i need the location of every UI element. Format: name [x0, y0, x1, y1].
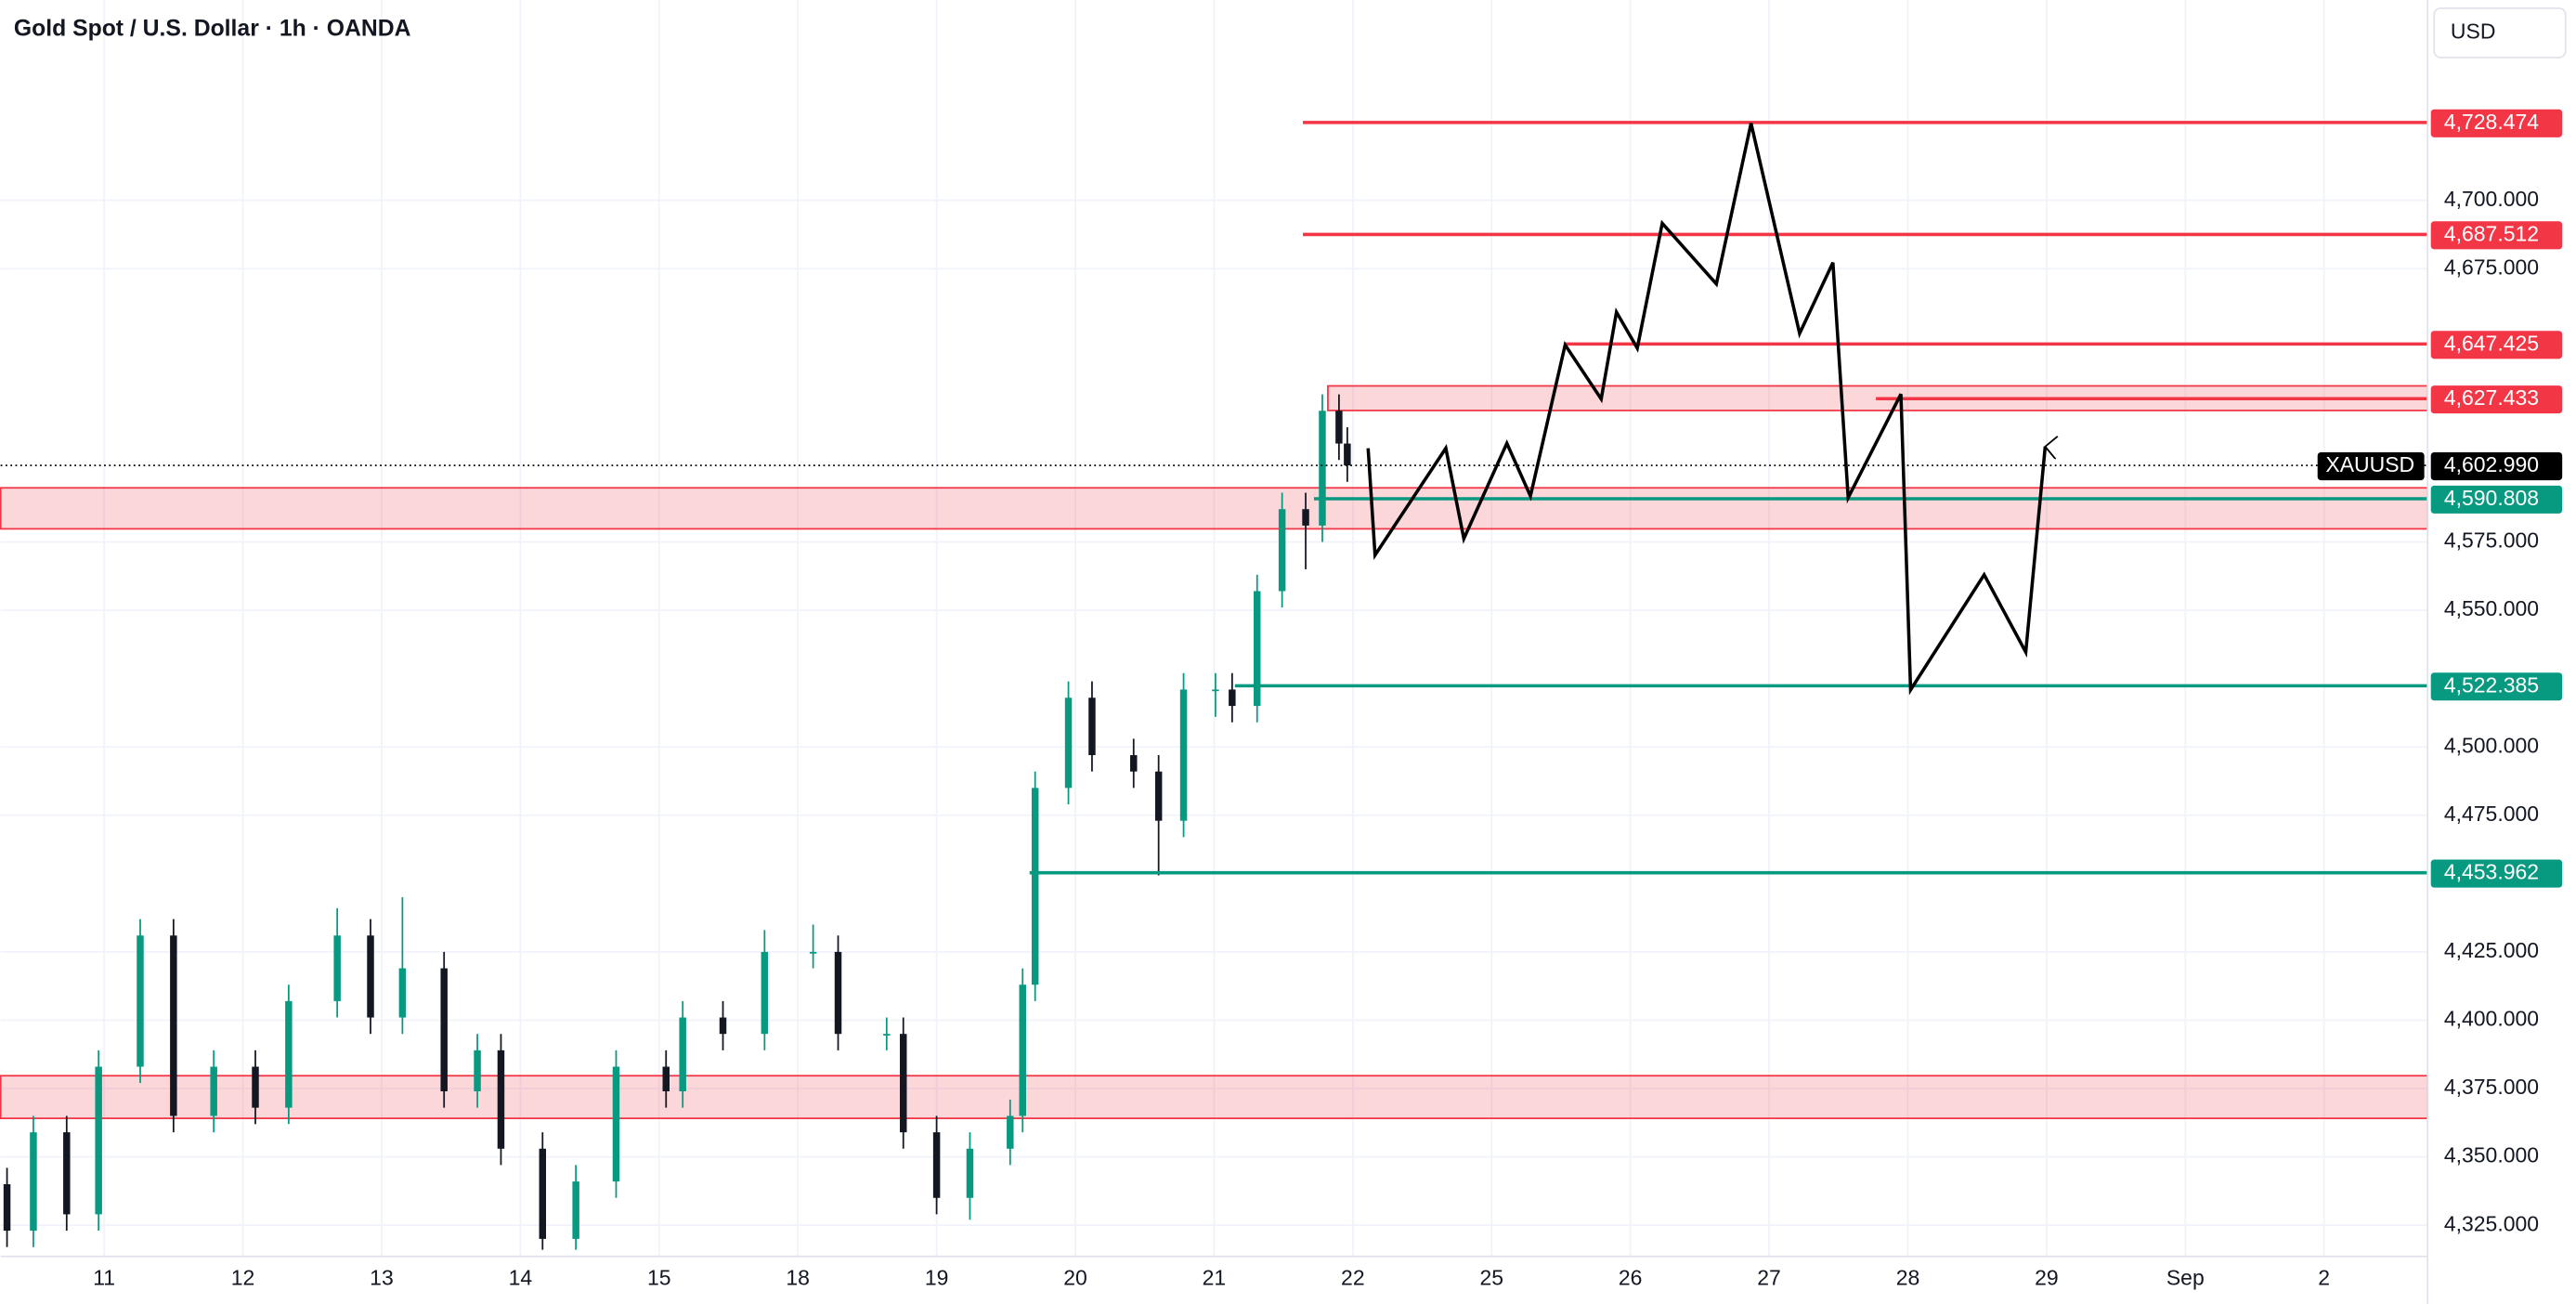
candle-body [63, 1132, 71, 1215]
currency-button[interactable] [2433, 7, 2567, 59]
currency-label[interactable]: USD [2451, 19, 2496, 43]
x-tick-label: 18 [786, 1266, 810, 1290]
candle-body [252, 1066, 259, 1108]
x-tick-label: 29 [2035, 1266, 2059, 1290]
candle-body [1278, 509, 1286, 592]
candle-body [1154, 771, 1163, 821]
level-label: 4,522.385 [2444, 672, 2539, 697]
y-tick-label: 4,375.000 [2444, 1075, 2539, 1099]
candle-body [966, 1148, 974, 1198]
y-tick-label: 4,475.000 [2444, 802, 2539, 826]
level-label: 4,590.808 [2444, 486, 2539, 510]
x-tick-label: 14 [509, 1266, 533, 1290]
y-tick-label: 4,500.000 [2444, 733, 2539, 757]
candle-body [612, 1066, 620, 1182]
zone [0, 487, 2429, 530]
candle-body [1088, 698, 1096, 756]
candle-body [137, 935, 144, 1067]
x-tick-label: 22 [1341, 1266, 1365, 1290]
y-tick-label: 4,400.000 [2444, 1007, 2539, 1031]
symbol-label: XAUUSD [2325, 452, 2414, 476]
candle-body [1302, 509, 1309, 526]
y-tick-label: 4,700.000 [2444, 187, 2539, 211]
x-tick-label: 28 [1896, 1266, 1920, 1290]
x-tick-label: 19 [925, 1266, 949, 1290]
level-label: 4,453.962 [2444, 860, 2539, 884]
candle-body [367, 935, 374, 1018]
candle-body [1179, 689, 1188, 821]
last-price-label: 4,602.990 [2444, 452, 2539, 476]
zone [0, 1075, 2429, 1120]
candle-body [1344, 443, 1351, 466]
candle-body [679, 1017, 686, 1091]
candle-body [474, 1050, 481, 1091]
symbol-tag [2317, 452, 2425, 481]
x-tick-label: 21 [1203, 1266, 1227, 1290]
x-tick-label: 13 [370, 1266, 394, 1290]
x-tick-label: 25 [1479, 1266, 1503, 1290]
chart-title: Gold Spot / U.S. Dollar · 1h · OANDA [14, 16, 411, 41]
level-tag [2430, 331, 2563, 359]
candle-body [883, 1034, 891, 1036]
level-tag [2430, 485, 2563, 514]
candle-body [1212, 689, 1219, 692]
last-price-tag [2430, 452, 2563, 481]
candle-body [1019, 985, 1026, 1116]
x-tick-label: 12 [231, 1266, 255, 1290]
level-tag [2430, 385, 2563, 414]
candle-body [809, 951, 817, 954]
x-tick-label: Sep [2166, 1266, 2205, 1290]
candle-body [539, 1148, 547, 1239]
y-tick-label: 4,325.000 [2444, 1211, 2539, 1235]
candle-body [30, 1132, 37, 1232]
level-tag [2430, 221, 2563, 250]
x-tick-label: 20 [1063, 1266, 1087, 1290]
candle-body [834, 951, 842, 1035]
candle-body [1007, 1115, 1014, 1149]
candle-body [1319, 411, 1326, 526]
projection-path [1366, 123, 2045, 696]
candle-body [1064, 698, 1073, 789]
candle-body [1254, 591, 1261, 707]
y-tick-label: 4,575.000 [2444, 528, 2539, 553]
candle-body [932, 1132, 941, 1198]
candle-body [210, 1066, 217, 1116]
candle-body [333, 935, 341, 1001]
candle-body [285, 1000, 293, 1108]
level-tag [2430, 672, 2563, 701]
y-tick-label: 4,675.000 [2444, 254, 2539, 279]
candle-body [440, 968, 448, 1091]
level-tag [2430, 109, 2563, 137]
x-tick-label: 11 [93, 1266, 115, 1290]
level-label: 4,647.425 [2444, 331, 2539, 355]
candle-body [1130, 755, 1138, 772]
candle-body [900, 1034, 907, 1133]
candle-body [1031, 788, 1039, 985]
x-tick-label: 2 [2318, 1266, 2330, 1290]
x-tick-label: 27 [1757, 1266, 1781, 1290]
y-tick-label: 4,425.000 [2444, 938, 2539, 962]
y-tick-label: 4,550.000 [2444, 596, 2539, 620]
candle-body [3, 1184, 11, 1232]
candle-body [497, 1050, 505, 1149]
x-tick-label: 26 [1619, 1266, 1643, 1290]
x-tick-label: 15 [647, 1266, 671, 1290]
level-label: 4,728.474 [2444, 110, 2539, 134]
candle-body [398, 968, 407, 1018]
candle-body [572, 1181, 579, 1239]
candle-body [1229, 689, 1236, 707]
level-label: 4,627.433 [2444, 385, 2539, 410]
candle-body [719, 1017, 727, 1035]
candle-body [1335, 411, 1343, 444]
candle-body [662, 1066, 670, 1091]
level-tag [2430, 859, 2563, 888]
candle-body [170, 935, 177, 1116]
candle-body [95, 1066, 102, 1215]
level-label: 4,687.512 [2444, 221, 2539, 245]
candle-body [761, 951, 769, 1035]
y-tick-label: 4,350.000 [2444, 1143, 2539, 1167]
